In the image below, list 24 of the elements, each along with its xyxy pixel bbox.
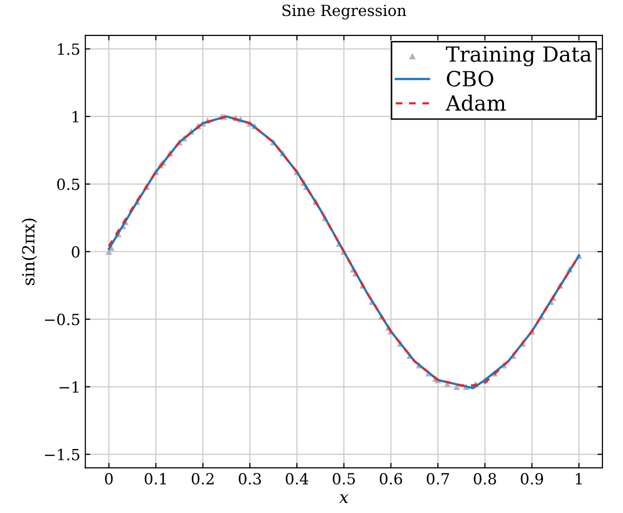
- y-tick-label: 0.5: [57, 178, 80, 190]
- chart-title: Sine Regression: [282, 4, 406, 20]
- y-tick-label: −1.5: [45, 448, 80, 460]
- y-axis-title: sin(2πx): [22, 218, 37, 285]
- x-tick-label: 1: [576, 472, 582, 484]
- y-tick-label: −1: [60, 381, 78, 393]
- x-tick-label: 0.1: [144, 472, 166, 485]
- x-tick-label: 0.9: [520, 472, 544, 485]
- x-tick-label: 0.5: [332, 472, 355, 485]
- x-tick-label: 0: [105, 472, 113, 485]
- x-tick-label: 0.3: [238, 472, 261, 485]
- legend-label: Adam: [446, 94, 506, 111]
- x-tick-label: 0.2: [192, 472, 214, 485]
- legend-label: Training Data: [446, 46, 592, 66]
- x-tick-label: 0.7: [426, 472, 449, 485]
- y-tick-label: 0: [72, 246, 80, 258]
- x-axis-title: x: [339, 494, 348, 503]
- legend-label: CBO: [446, 70, 494, 87]
- x-tick-label: 0.6: [380, 472, 402, 485]
- y-tick-label: 1: [72, 110, 78, 122]
- y-tick-label: −0.5: [45, 314, 80, 326]
- x-tick-label: 0.4: [286, 472, 308, 485]
- y-tick-label: 1.5: [58, 43, 80, 55]
- x-tick-label: 0.8: [474, 472, 496, 485]
